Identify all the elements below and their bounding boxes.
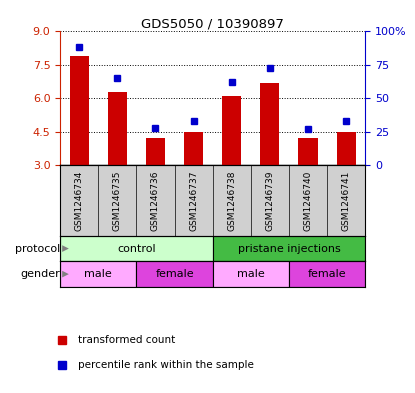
Bar xyxy=(60,236,212,261)
Bar xyxy=(137,261,212,287)
Text: male: male xyxy=(237,269,265,279)
Text: percentile rank within the sample: percentile rank within the sample xyxy=(78,360,254,369)
Bar xyxy=(289,261,365,287)
Text: female: female xyxy=(308,269,347,279)
Text: GSM1246737: GSM1246737 xyxy=(189,170,198,231)
Text: GSM1246736: GSM1246736 xyxy=(151,170,160,231)
Bar xyxy=(298,138,317,165)
Bar xyxy=(60,261,137,287)
Text: pristane injections: pristane injections xyxy=(237,244,340,253)
Text: GSM1246741: GSM1246741 xyxy=(342,170,351,231)
Text: GSM1246739: GSM1246739 xyxy=(265,170,274,231)
Bar xyxy=(70,56,89,165)
Bar xyxy=(108,92,127,165)
Text: transformed count: transformed count xyxy=(78,336,175,345)
Text: protocol: protocol xyxy=(15,244,60,253)
Bar xyxy=(337,132,356,165)
Text: gender: gender xyxy=(20,269,60,279)
Text: female: female xyxy=(155,269,194,279)
Bar xyxy=(184,132,203,165)
Bar xyxy=(222,96,241,165)
Text: GSM1246740: GSM1246740 xyxy=(303,170,312,231)
Text: GSM1246735: GSM1246735 xyxy=(113,170,122,231)
Text: GSM1246738: GSM1246738 xyxy=(227,170,236,231)
Text: GSM1246734: GSM1246734 xyxy=(75,170,84,231)
Text: control: control xyxy=(117,244,156,253)
Bar xyxy=(260,83,279,165)
Title: GDS5050 / 10390897: GDS5050 / 10390897 xyxy=(141,17,284,30)
Text: male: male xyxy=(84,269,112,279)
Bar xyxy=(146,138,165,165)
Bar xyxy=(212,261,289,287)
Bar xyxy=(212,236,365,261)
